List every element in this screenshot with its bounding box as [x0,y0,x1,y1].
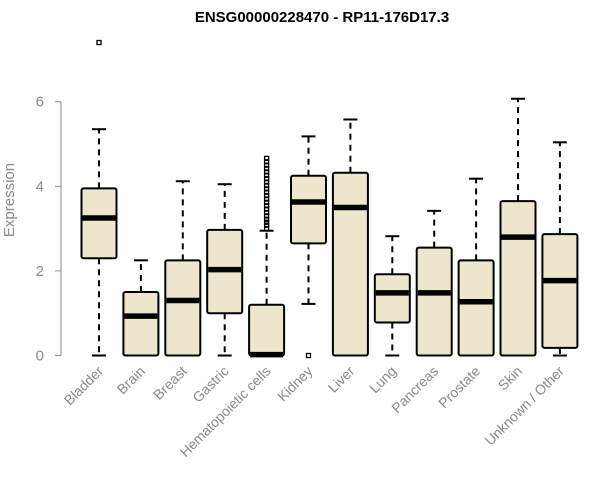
x-category-label: Breast [150,363,190,403]
box-skin [499,97,537,357]
interquartile-box [499,200,537,357]
y-axis-label: Expression [1,163,18,237]
x-category-label: Brain [114,363,148,397]
interquartile-box [290,174,327,245]
outlier-point [263,155,270,162]
chart-title: ENSG00000228470 - RP11-176D17.3 [195,9,449,26]
box-kidney [290,135,327,359]
box-lung [373,235,411,357]
interquartile-box [331,171,369,357]
x-category-label: Prostate [435,363,483,411]
box-plot-series [80,39,579,359]
interquartile-box [457,259,495,357]
x-category-label: Kidney [274,363,316,405]
y-tick-label: 6 [36,94,44,111]
interquartile-box [122,291,160,357]
box-liver [331,118,369,357]
y-tick-label: 4 [36,178,44,195]
outlier-point [263,222,270,228]
y-axis: 0 2 4 6 [36,94,62,365]
y-tick-label: 2 [36,263,44,280]
outlier-point [96,39,102,46]
box-hematopoietic-cells [248,155,286,358]
y-tick-label: 0 [36,348,44,365]
x-category-label: Liver [325,363,358,396]
box-gastric [206,183,244,357]
x-category-label: Skin [495,363,526,394]
box-brain [122,259,160,357]
outlier-point [263,219,270,225]
interquartile-box [248,303,286,357]
interquartile-box [541,233,579,349]
interquartile-box [373,273,411,324]
x-category-label: Bladder [61,363,107,409]
interquartile-box [80,187,118,260]
x-category-label: Pancreas [388,363,441,416]
x-category-label: Lung [366,363,399,396]
box-unknown-other [541,141,579,357]
interquartile-box [164,259,202,357]
box-prostate [457,177,495,357]
box-breast [164,180,202,357]
box-bladder [80,39,118,357]
box-pancreas [415,209,453,357]
interquartile-box [415,246,453,357]
x-category-label: Unknown / Other [481,363,567,449]
outlier-point [305,352,312,359]
